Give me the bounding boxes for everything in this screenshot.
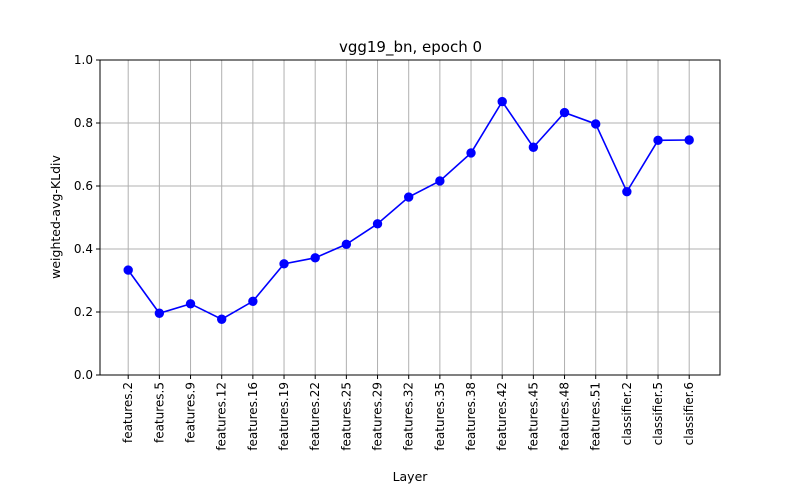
x-tick-label: features.38 [464, 382, 478, 451]
data-point [653, 135, 663, 146]
x-tick-label: features.5 [152, 382, 166, 443]
data-point [622, 186, 632, 197]
plot-frame [99, 59, 721, 376]
y-axis-ticks: 0.0 0.2 0.4 0.6 0.8 1.0 [74, 53, 100, 382]
y-tick-label: 0.0 [74, 368, 93, 382]
y-tick-label: 0.2 [74, 305, 93, 319]
x-tick-label: features.45 [526, 382, 540, 451]
x-tick-label: features.25 [339, 382, 353, 451]
data-point [559, 107, 570, 118]
x-tick-label: features.42 [495, 382, 509, 451]
data-point [466, 148, 476, 158]
grid [100, 59, 720, 376]
chart-title: vgg19_bn, epoch 0 [339, 38, 482, 57]
data-point [528, 142, 539, 152]
y-tick-label: 0.4 [74, 242, 93, 256]
x-tick-label: classifier.5 [651, 382, 665, 445]
x-tick-label: features.32 [402, 382, 416, 451]
data-point [684, 135, 694, 145]
data-point [185, 299, 196, 309]
data-point [123, 265, 133, 275]
x-tick-label: features.35 [433, 382, 447, 451]
series-group [123, 96, 694, 324]
x-tick-label: features.48 [558, 382, 572, 451]
x-tick-label: features.16 [246, 382, 260, 451]
x-tick-label: classifier.2 [620, 382, 634, 445]
data-point [404, 192, 414, 202]
data-point [341, 239, 352, 249]
data-point [154, 308, 165, 318]
x-axis-label: Layer [393, 469, 429, 484]
data-point [217, 314, 227, 324]
x-axis-ticks: features.2 features.5 features.9 features.1… [121, 375, 696, 451]
data-point [497, 96, 507, 107]
x-tick-label: features.9 [184, 382, 198, 443]
data-point [248, 296, 258, 306]
data-point [435, 176, 445, 186]
x-tick-label: classifier.6 [682, 382, 696, 445]
x-tick-label: features.19 [277, 382, 291, 451]
x-tick-label: features.2 [121, 382, 135, 443]
x-tick-label: features.51 [589, 382, 603, 451]
data-point [591, 119, 601, 129]
y-tick-label: 0.6 [74, 179, 93, 193]
data-point [310, 253, 320, 263]
data-point [279, 259, 289, 269]
x-tick-label: features.29 [371, 382, 385, 451]
y-axis-label: weighted-avg-KLdiv [48, 155, 63, 279]
x-tick-label: features.12 [215, 382, 229, 451]
data-point [372, 219, 383, 229]
y-tick-label: 0.8 [74, 116, 93, 130]
x-tick-label: features.22 [308, 382, 322, 451]
y-tick-label: 1.0 [74, 53, 93, 67]
